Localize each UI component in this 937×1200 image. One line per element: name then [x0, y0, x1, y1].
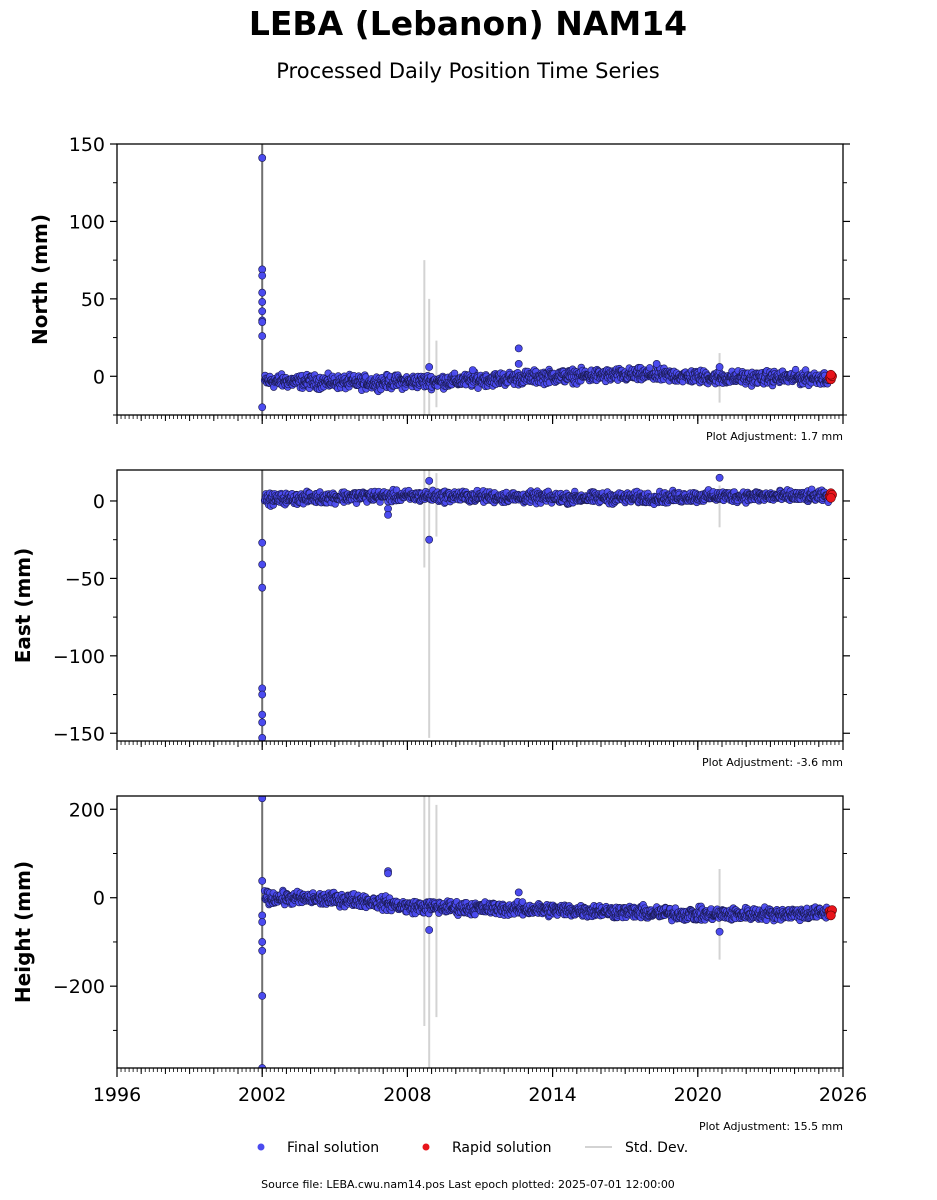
final-solution-outlier — [258, 271, 267, 280]
final-solution-outlier — [715, 473, 724, 482]
y-tick-label: 0 — [93, 888, 105, 910]
final-solution-outlier — [258, 583, 267, 592]
final-solution-outlier — [258, 946, 267, 955]
final-solution-outlier — [715, 927, 724, 936]
y-tick-label: 200 — [69, 799, 105, 821]
final-solution-outlier — [425, 363, 434, 371]
x-tick-label: 2026 — [819, 1084, 867, 1106]
y-axis-label: Height (mm) — [11, 861, 35, 1003]
final-solution-outlier — [258, 710, 267, 719]
final-solution-point — [645, 364, 654, 372]
plot-adjustment-note: Plot Adjustment: -3.6 mm — [702, 756, 843, 769]
final-solution-outlier — [258, 307, 267, 316]
legend-std-label: Std. Dev. — [625, 1140, 688, 1156]
legend: Final solution Rapid solution Std. Dev. — [257, 1140, 688, 1156]
final-solution-outlier — [258, 318, 267, 326]
final-solution-outlier — [258, 877, 267, 885]
final-solution-outlier — [258, 796, 267, 803]
y-tick-label: −150 — [53, 723, 105, 745]
final-solution-outlier — [425, 476, 434, 485]
final-solution-outlier — [514, 888, 523, 897]
plot-area — [258, 470, 837, 741]
final-solution-outlier — [384, 511, 392, 519]
panel-frame — [116, 469, 844, 742]
panels: 0 50 100 150 North (mm) Plot Adjustment: 1.7 … — [11, 134, 867, 1133]
final-solution-outlier — [425, 926, 434, 934]
y-tick-label: 0 — [93, 366, 105, 388]
panel-2: −200 0 200 1996 2002 2008 2014 2020 2026 Height (… — [11, 795, 867, 1133]
final-solution-point — [791, 365, 800, 374]
final-solution-outlier — [258, 938, 267, 946]
plot-area — [258, 144, 837, 415]
final-solution-outlier — [258, 560, 267, 569]
final-solution-outlier — [258, 288, 267, 297]
legend-final-marker — [257, 1143, 265, 1151]
panel-1: −150 −100 −50 0 East (mm) Plot Adjustment: -3… — [11, 469, 850, 769]
final-solution-outlier — [258, 538, 267, 547]
y-axis-label: East (mm) — [11, 548, 35, 664]
final-solution-outlier — [258, 1064, 267, 1068]
plot-adjustment-note: Plot Adjustment: 15.5 mm — [699, 1120, 843, 1133]
final-solution-outlier — [258, 690, 267, 699]
legend-rapid-marker — [422, 1143, 430, 1151]
x-tick-label: 1996 — [93, 1084, 141, 1106]
y-tick-label: 50 — [81, 289, 105, 311]
plot-area — [258, 796, 837, 1068]
final-solution-outlier — [258, 734, 267, 741]
final-solution-outlier — [468, 366, 477, 374]
panel-0: 0 50 100 150 North (mm) Plot Adjustment: 1.7 … — [28, 134, 850, 443]
y-axis-label: North (mm) — [28, 214, 52, 345]
figure-title: LEBA (Lebanon) NAM14 — [249, 4, 687, 43]
x-tick-label: 2008 — [383, 1084, 431, 1106]
legend-rapid-label: Rapid solution — [452, 1140, 552, 1156]
y-tick-label: 100 — [69, 211, 105, 233]
final-solution-outlier — [425, 535, 434, 544]
final-solution-outlier — [652, 359, 661, 368]
y-tick-label: −100 — [53, 646, 105, 668]
panel-frame — [116, 795, 844, 1069]
final-solution-outlier — [514, 344, 523, 353]
figure-subtitle: Processed Daily Position Time Series — [276, 59, 660, 83]
final-solution-outlier — [514, 359, 523, 368]
final-solution-outlier — [258, 911, 267, 920]
final-solution-outlier — [715, 363, 724, 371]
final-solution-outlier — [258, 992, 267, 1000]
rapid-solution-point — [826, 493, 836, 503]
final-solution-outlier — [384, 869, 392, 878]
rapid-solution-point — [826, 910, 836, 921]
legend-final-label: Final solution — [287, 1140, 379, 1156]
final-solution-outlier — [258, 332, 267, 340]
final-solution-outlier — [258, 718, 267, 727]
rapid-solution-point — [826, 369, 836, 380]
y-tick-label: 0 — [93, 491, 105, 513]
y-tick-label: −50 — [65, 568, 105, 590]
final-solution-outlier — [258, 154, 267, 162]
y-tick-label: 150 — [69, 134, 105, 156]
final-solution-outlier — [258, 918, 267, 926]
final-solution-outlier — [258, 298, 267, 306]
x-tick-label: 2020 — [674, 1084, 722, 1106]
plot-adjustment-note: Plot Adjustment: 1.7 mm — [706, 430, 843, 443]
source-note: Source file: LEBA.cwu.nam14.pos Last epo… — [261, 1178, 675, 1191]
x-tick-label: 2002 — [238, 1084, 286, 1106]
x-tick-label: 2014 — [528, 1084, 576, 1106]
y-tick-label: −200 — [53, 976, 105, 998]
final-solution-outlier — [258, 403, 267, 412]
